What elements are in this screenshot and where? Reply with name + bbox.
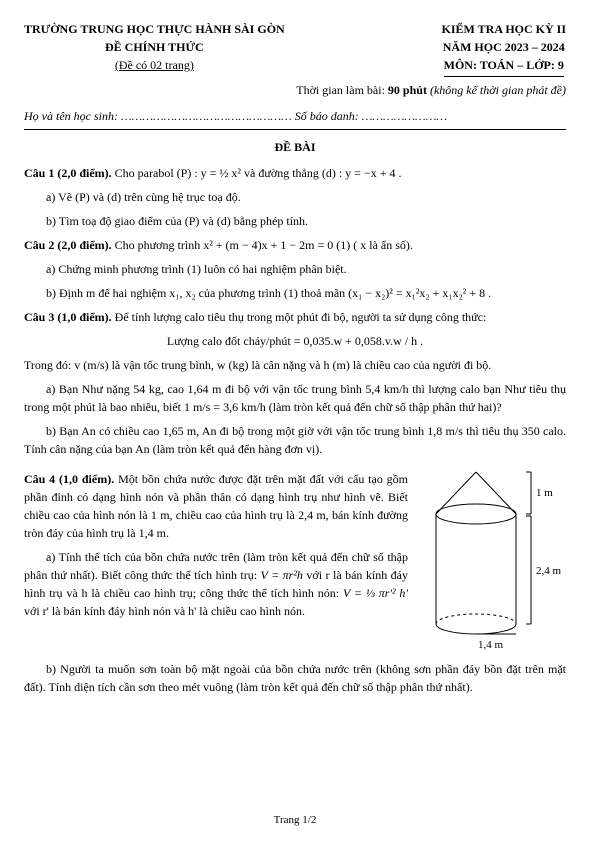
time-row: Thời gian làm bài: 90 phút (không kể thờ… (24, 81, 566, 99)
q3-formula: Lượng calo đốt cháy/phút = 0,035.w + 0,0… (24, 332, 566, 350)
q2-b: b) Định m để hai nghiệm x₁, x₂ của phươn… (24, 284, 566, 302)
name-label: Họ và tên học sinh: (24, 109, 121, 123)
page-footer: Trang 1/2 (0, 812, 590, 829)
time-label: Thời gian làm bài: (296, 83, 388, 97)
q4-head: Câu 4 (1,0 điểm). (24, 472, 114, 486)
q4-row: Câu 4 (1,0 điểm). Một bồn chứa nước được… (24, 464, 566, 654)
q3-text: Để tính lượng calo tiêu thụ trong một ph… (115, 310, 487, 324)
name-dots: ………………………………………… (121, 109, 292, 123)
q4-a: a) Tính thể tích của bồn chứa nước trên … (24, 548, 408, 620)
q4-a3: với r' là bán kính đáy hình nón và h' là… (24, 604, 305, 618)
q3-a: a) Bạn Như nặng 54 kg, cao 1,64 m đi bộ … (24, 380, 566, 416)
tank-figure: 1 m 2,4 m 1,4 m (416, 464, 566, 654)
id-dots: …………………… (362, 109, 447, 123)
q1-head: Câu 1 (2,0 điểm). (24, 166, 112, 180)
time-note: (không kể thời gian phát đề) (430, 83, 566, 97)
q2: Câu 2 (2,0 điểm). Cho phương trình x² + … (24, 236, 566, 254)
q3-b: b) Bạn An có chiều cao 1,65 m, An đi bộ … (24, 422, 566, 458)
q4-vtru: V = πr²h (261, 568, 303, 582)
q2-head: Câu 2 (2,0 điểm). (24, 238, 112, 252)
label-h-cyl: 2,4 m (536, 565, 562, 577)
label-d-base: 1,4 m (478, 639, 504, 651)
subject-line: MÔN: TOÁN – LỚP: 9 (442, 56, 566, 74)
pages-note: (Đề có 02 trang) (24, 56, 285, 74)
q4-b: b) Người ta muốn sơn toàn bộ mặt ngoài c… (24, 660, 566, 696)
q4-vnon: V = ⅓ πr'² h' (343, 586, 408, 600)
q1: Câu 1 (2,0 điểm). Cho parabol (P) : y = … (24, 164, 566, 182)
q3: Câu 3 (1,0 điểm). Để tính lượng calo tiê… (24, 308, 566, 326)
q4: Câu 4 (1,0 điểm). Một bồn chứa nước được… (24, 470, 408, 542)
student-row: Họ và tên học sinh: ………………………………………… Số … (24, 107, 566, 130)
time-value: 90 phút (388, 83, 427, 97)
q1-text: Cho parabol (P) : y = ½ x² và đường thẳn… (115, 166, 402, 180)
q4-text-block: Câu 4 (1,0 điểm). Một bồn chứa nước được… (24, 464, 408, 626)
doc-title: ĐỀ BÀI (24, 138, 566, 156)
exam-name: KIỂM TRA HỌC KỲ II (442, 20, 566, 38)
q3-desc: Trong đó: v (m/s) là vận tốc trung bình,… (24, 356, 566, 374)
school-year: NĂM HỌC 2023 – 2024 (442, 38, 566, 56)
id-label: Số báo danh: (295, 109, 362, 123)
tank-icon: 1 m 2,4 m 1,4 m (416, 464, 566, 654)
q3-head: Câu 3 (1,0 điểm). (24, 310, 112, 324)
header-right: KIỂM TRA HỌC KỲ II NĂM HỌC 2023 – 2024 M… (442, 20, 566, 77)
school-name: TRƯỜNG TRUNG HỌC THỰC HÀNH SÀI GÒN (24, 20, 285, 38)
header-underline (444, 76, 564, 77)
official-label: ĐỀ CHÍNH THỨC (24, 38, 285, 56)
label-h-cone: 1 m (536, 487, 553, 499)
header-left: TRƯỜNG TRUNG HỌC THỰC HÀNH SÀI GÒN ĐỀ CH… (24, 20, 285, 77)
q2-text: Cho phương trình x² + (m − 4)x + 1 − 2m … (115, 238, 413, 252)
q1-b: b) Tìm toạ độ giao điểm của (P) và (d) b… (24, 212, 566, 230)
header: TRƯỜNG TRUNG HỌC THỰC HÀNH SÀI GÒN ĐỀ CH… (24, 20, 566, 77)
q1-a: a) Vẽ (P) và (d) trên cùng hệ trục toạ đ… (24, 188, 566, 206)
q2-a: a) Chứng minh phương trình (1) luôn có h… (24, 260, 566, 278)
